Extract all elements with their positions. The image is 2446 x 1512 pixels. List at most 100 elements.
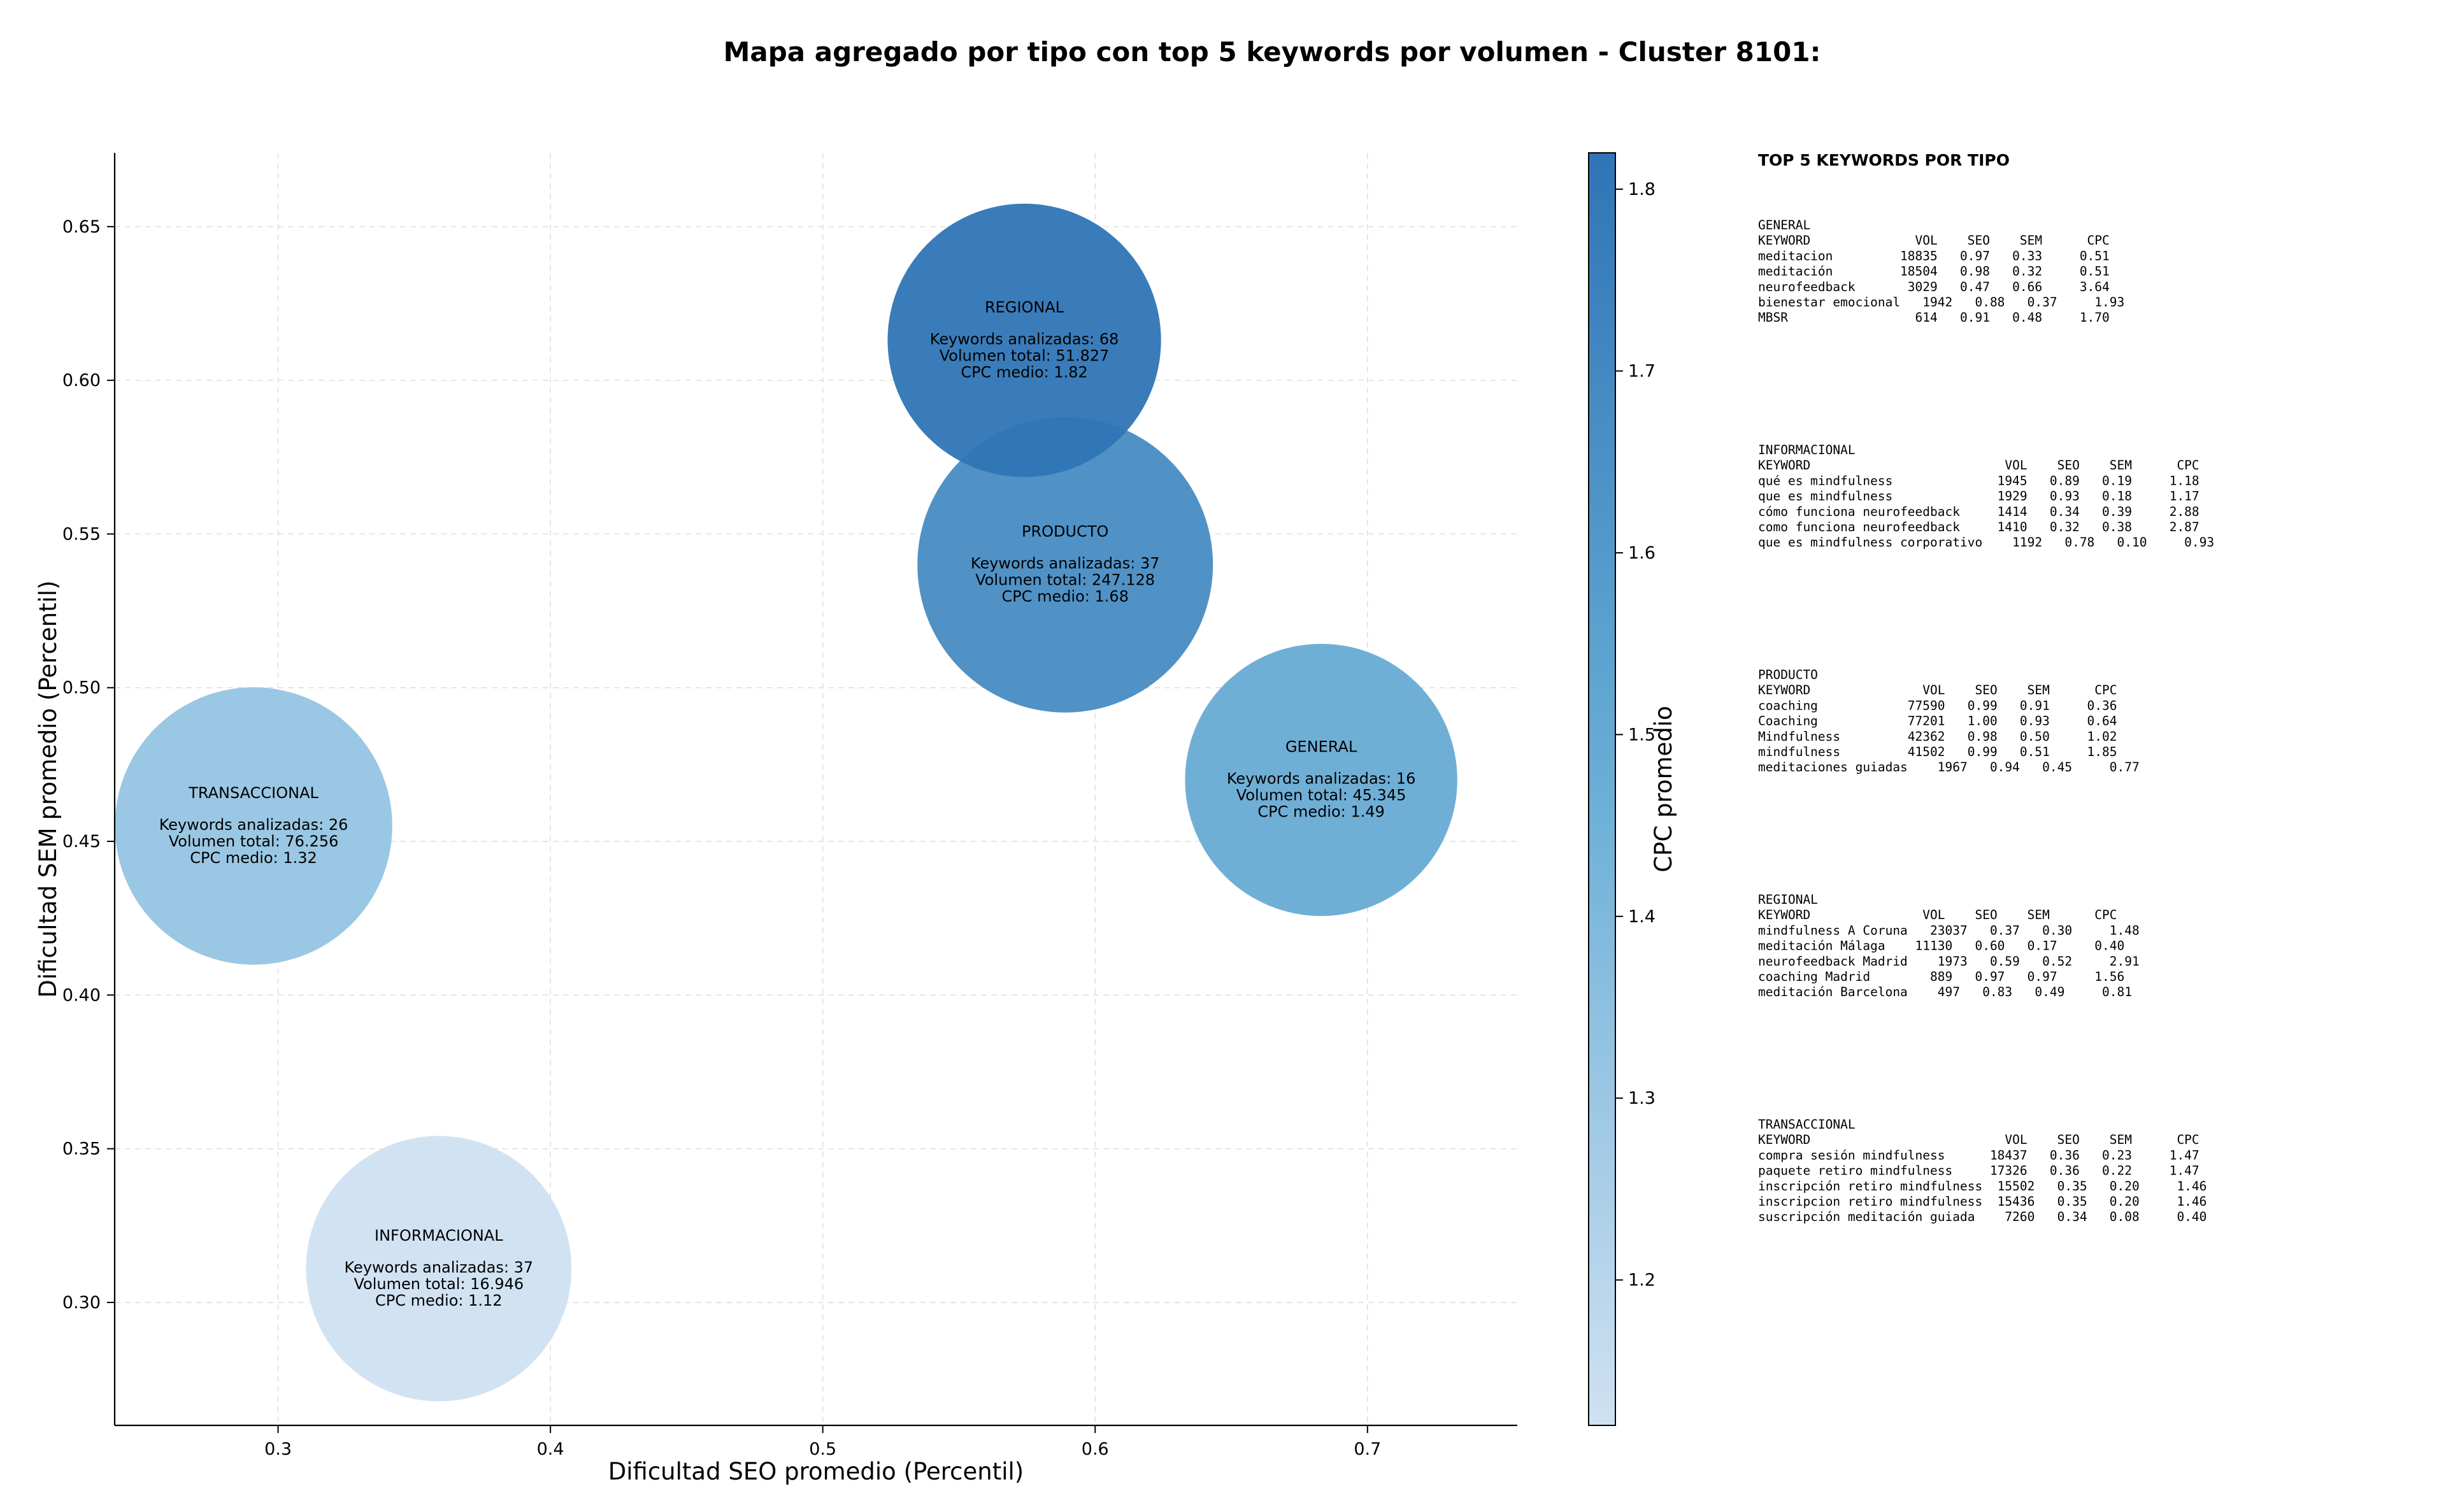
keyword-row: meditación 18504 0.98 0.32 0.51 [1758, 264, 2110, 279]
keyword-row: que es mindfulness 1929 0.93 0.18 1.17 [1758, 489, 2199, 504]
bubble-stat: Volumen total: 45.345 [1236, 787, 1406, 804]
bubble-regional [887, 203, 1161, 478]
bubble-stat: Keywords analizadas: 16 [1227, 770, 1416, 788]
y-tick-label: 0.30 [62, 1293, 101, 1313]
keyword-row: cómo funciona neurofeedback 1414 0.34 0.… [1758, 504, 2199, 519]
colorbar-tick-label: 1.7 [1628, 362, 1656, 382]
chart-title: Mapa agregado por tipo con top 5 keyword… [724, 36, 1821, 68]
x-tick-label: 0.6 [1082, 1439, 1109, 1459]
section-name: PRODUCTO [1758, 667, 1818, 682]
section-name: TRANSACCIONAL [1758, 1117, 1856, 1132]
bubble-general [1185, 643, 1457, 916]
y-tick-label: 0.55 [62, 524, 101, 544]
keyword-row: que es mindfulness corporativo 1192 0.78… [1758, 535, 2214, 550]
axes: 0.3 0.4 0.5 0.6 0.7 0.30 0.35 0.40 0.45 0.50 0.55 0… [62, 153, 1517, 1459]
keyword-row: Coaching 77201 1.00 0.93 0.64 [1758, 714, 2117, 729]
bubble-stat: Keywords analizadas: 68 [930, 330, 1119, 348]
keyword-row: neurofeedback 3029 0.47 0.66 3.64 [1758, 280, 2110, 294]
table-header: KEYWORD VOL SEO SEM CPC [1758, 683, 2117, 697]
bubble-stat: Keywords analizadas: 26 [159, 816, 348, 834]
y-tick-label: 0.35 [62, 1139, 101, 1159]
bubble-stat: Keywords analizadas: 37 [345, 1259, 534, 1276]
keyword-row: bienestar emocional 1942 0.88 0.37 1.93 [1758, 295, 2124, 310]
bubble-name: PRODUCTO [1022, 523, 1108, 541]
x-tick-label: 0.3 [264, 1439, 292, 1459]
x-axis-label: Dificultad SEO promedio (Percentil) [608, 1458, 1024, 1485]
keyword-row: qué es mindfulness 1945 0.89 0.19 1.18 [1758, 473, 2199, 488]
keyword-row: meditación Málaga 11130 0.60 0.17 0.40 [1758, 939, 2124, 953]
bubble-transaccional [115, 687, 392, 965]
keyword-row: mindfulness 41502 0.99 0.51 1.85 [1758, 745, 2117, 759]
bubble-name: GENERAL [1285, 738, 1357, 756]
bubble-name: REGIONAL [985, 298, 1064, 316]
keyword-row: mindfulness A Coruna 23037 0.37 0.30 1.4… [1758, 923, 2140, 938]
y-axis-label: Dificultad SEM promedio (Percentil) [34, 580, 62, 997]
bubble-stat: Volumen total: 16.946 [354, 1275, 524, 1293]
colorbar-tick-label: 1.6 [1628, 543, 1656, 563]
bubble-stat: Volumen total: 247.128 [975, 571, 1155, 589]
bubble-stat: CPC medio: 1.12 [375, 1292, 503, 1309]
keyword-row: coaching Madrid 889 0.97 0.97 1.56 [1758, 969, 2124, 984]
colorbar-gradient [1588, 152, 1616, 1426]
bubble-name: INFORMACIONAL [375, 1227, 503, 1245]
table-header: KEYWORD VOL SEO SEM CPC [1758, 908, 2117, 922]
keyword-row: coaching 77590 0.99 0.91 0.36 [1758, 698, 2117, 713]
bubble-stat: CPC medio: 1.32 [190, 849, 317, 867]
bubble-stat: CPC medio: 1.68 [1001, 588, 1129, 606]
bubble-stat: Volumen total: 51.827 [940, 346, 1110, 364]
table-header: KEYWORD VOL SEO SEM CPC [1758, 458, 2199, 473]
colorbar-tick-label: 1.5 [1628, 725, 1656, 745]
x-tick-label: 0.7 [1354, 1439, 1381, 1459]
keyword-row: inscripción retiro mindfulness 15502 0.3… [1758, 1179, 2206, 1194]
bubble-producto [917, 417, 1213, 713]
section-name: INFORMACIONAL [1758, 443, 1856, 457]
side-panel-title: TOP 5 KEYWORDS POR TIPO [1758, 151, 2010, 169]
y-tick-label: 0.45 [62, 832, 101, 852]
colorbar-tick-label: 1.2 [1628, 1271, 1656, 1290]
bubble-stat: CPC medio: 1.49 [1257, 803, 1385, 821]
keyword-row: como funciona neurofeedback 1410 0.32 0.… [1758, 520, 2199, 534]
colorbar-tick-label: 1.4 [1628, 907, 1656, 927]
keyword-row: MBSR 614 0.91 0.48 1.70 [1758, 310, 2110, 325]
keyword-row: meditacion 18835 0.97 0.33 0.51 [1758, 248, 2110, 263]
bubble-name: TRANSACCIONAL [188, 784, 318, 802]
table-header: KEYWORD VOL SEO SEM CPC [1758, 1132, 2199, 1147]
keyword-row: neurofeedback Madrid 1973 0.59 0.52 2.91 [1758, 954, 2140, 969]
y-tick-label: 0.60 [62, 371, 101, 390]
table-header: KEYWORD VOL SEO SEM CPC [1758, 233, 2110, 248]
bubble-label-transaccional: TRANSACCIONAL Keywords analizadas: 26Volu… [159, 784, 348, 867]
keyword-row: meditación Barcelona 497 0.83 0.49 0.81 [1758, 985, 2132, 999]
section-name: GENERAL [1758, 218, 1810, 232]
x-tick-label: 0.4 [537, 1439, 564, 1459]
bubble-stat: Volumen total: 76.256 [169, 832, 339, 850]
keyword-row: meditaciones guiadas 1967 0.94 0.45 0.77 [1758, 760, 2140, 774]
y-tick-label: 0.40 [62, 985, 101, 1005]
keyword-row: Mindfulness 42362 0.98 0.50 1.02 [1758, 729, 2117, 744]
bubble-stat: CPC medio: 1.82 [961, 363, 1088, 381]
colorbar-tick-label: 1.8 [1628, 180, 1656, 199]
keyword-row: paquete retiro mindfulness 17326 0.36 0.… [1758, 1164, 2199, 1178]
bubble-label-informacional: INFORMACIONAL Keywords analizadas: 37Volu… [345, 1227, 534, 1309]
colorbar-label: CPC promedio [1650, 706, 1677, 872]
y-tick-label: 0.65 [62, 217, 101, 237]
keyword-row: suscripción meditación guiada 7260 0.34 … [1758, 1209, 2206, 1224]
bubble-informacional [306, 1136, 572, 1402]
keyword-row: compra sesión mindfulness 18437 0.36 0.2… [1758, 1148, 2199, 1162]
y-tick-label: 0.50 [62, 678, 101, 698]
x-tick-label: 0.5 [809, 1439, 836, 1459]
colorbar: CPC promedio 1.2 1.3 1.4 1.5 1.6 1.7 1.8 [1588, 152, 1677, 1426]
keyword-row: inscripcion retiro mindfulness 15436 0.3… [1758, 1194, 2206, 1209]
section-name: REGIONAL [1758, 892, 1818, 907]
colorbar-tick-label: 1.3 [1628, 1088, 1656, 1108]
